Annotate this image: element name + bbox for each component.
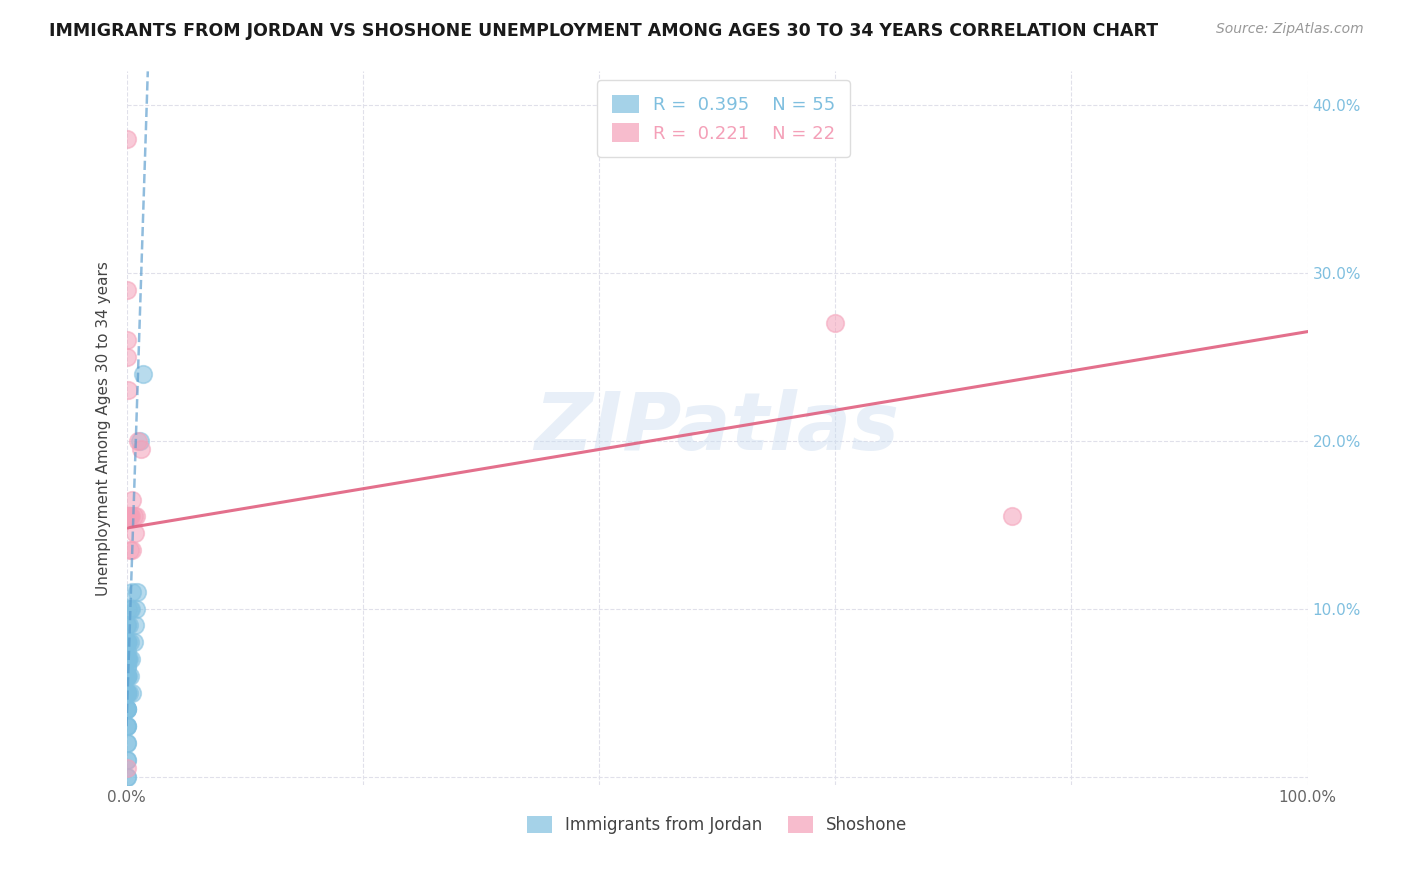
- Point: [117, 601, 139, 615]
- Text: ZIPatlas: ZIPatlas: [534, 389, 900, 467]
- Legend: Immigrants from Jordan, Shoshone: Immigrants from Jordan, Shoshone: [520, 809, 914, 841]
- Point: [115, 702, 138, 716]
- Point: [121, 492, 143, 507]
- Point: [117, 652, 139, 666]
- Point: [132, 367, 155, 381]
- Point: [115, 635, 138, 649]
- Point: [115, 719, 138, 733]
- Point: [115, 719, 138, 733]
- Point: [115, 652, 138, 666]
- Point: [121, 542, 143, 557]
- Point: [115, 685, 138, 699]
- Point: [115, 652, 138, 666]
- Point: [120, 635, 142, 649]
- Point: [118, 509, 141, 524]
- Point: [115, 660, 138, 674]
- Point: [122, 635, 145, 649]
- Point: [117, 509, 139, 524]
- Point: [115, 660, 138, 674]
- Point: [120, 509, 142, 524]
- Point: [115, 669, 138, 683]
- Point: [115, 635, 138, 649]
- Text: IMMIGRANTS FROM JORDAN VS SHOSHONE UNEMPLOYMENT AMONG AGES 30 TO 34 YEARS CORREL: IMMIGRANTS FROM JORDAN VS SHOSHONE UNEMP…: [49, 22, 1159, 40]
- Point: [120, 601, 142, 615]
- Point: [115, 753, 138, 767]
- Point: [124, 526, 146, 541]
- Point: [115, 652, 138, 666]
- Point: [117, 384, 139, 398]
- Point: [115, 770, 138, 784]
- Point: [115, 618, 138, 632]
- Point: [115, 753, 138, 767]
- Point: [115, 702, 138, 716]
- Point: [120, 542, 142, 557]
- Y-axis label: Unemployment Among Ages 30 to 34 years: Unemployment Among Ages 30 to 34 years: [96, 260, 111, 596]
- Point: [127, 585, 149, 599]
- Point: [115, 618, 138, 632]
- Point: [115, 770, 138, 784]
- Point: [115, 761, 138, 775]
- Point: [118, 618, 141, 632]
- Point: [129, 442, 152, 457]
- Point: [115, 685, 138, 699]
- Point: [115, 702, 138, 716]
- Point: [118, 509, 141, 524]
- Point: [115, 643, 138, 657]
- Point: [121, 585, 143, 599]
- Point: [115, 719, 138, 733]
- Point: [117, 669, 139, 683]
- Point: [115, 350, 138, 364]
- Point: [118, 652, 141, 666]
- Point: [115, 685, 138, 699]
- Point: [121, 685, 143, 699]
- Point: [117, 635, 139, 649]
- Point: [115, 669, 138, 683]
- Point: [120, 669, 142, 683]
- Point: [115, 669, 138, 683]
- Point: [115, 736, 138, 750]
- Point: [115, 685, 138, 699]
- Point: [115, 685, 138, 699]
- Point: [117, 509, 139, 524]
- Point: [120, 601, 142, 615]
- Point: [120, 652, 142, 666]
- Point: [118, 685, 141, 699]
- Point: [125, 509, 148, 524]
- Point: [115, 283, 138, 297]
- Point: [115, 669, 138, 683]
- Text: Source: ZipAtlas.com: Source: ZipAtlas.com: [1216, 22, 1364, 37]
- Point: [128, 434, 150, 448]
- Point: [122, 509, 145, 524]
- Point: [124, 618, 146, 632]
- Point: [115, 736, 138, 750]
- Point: [1001, 509, 1024, 524]
- Point: [125, 601, 148, 615]
- Point: [115, 333, 138, 347]
- Point: [115, 635, 138, 649]
- Point: [115, 669, 138, 683]
- Point: [120, 509, 142, 524]
- Point: [115, 652, 138, 666]
- Point: [115, 702, 138, 716]
- Point: [824, 316, 846, 330]
- Point: [127, 434, 149, 448]
- Point: [115, 131, 138, 145]
